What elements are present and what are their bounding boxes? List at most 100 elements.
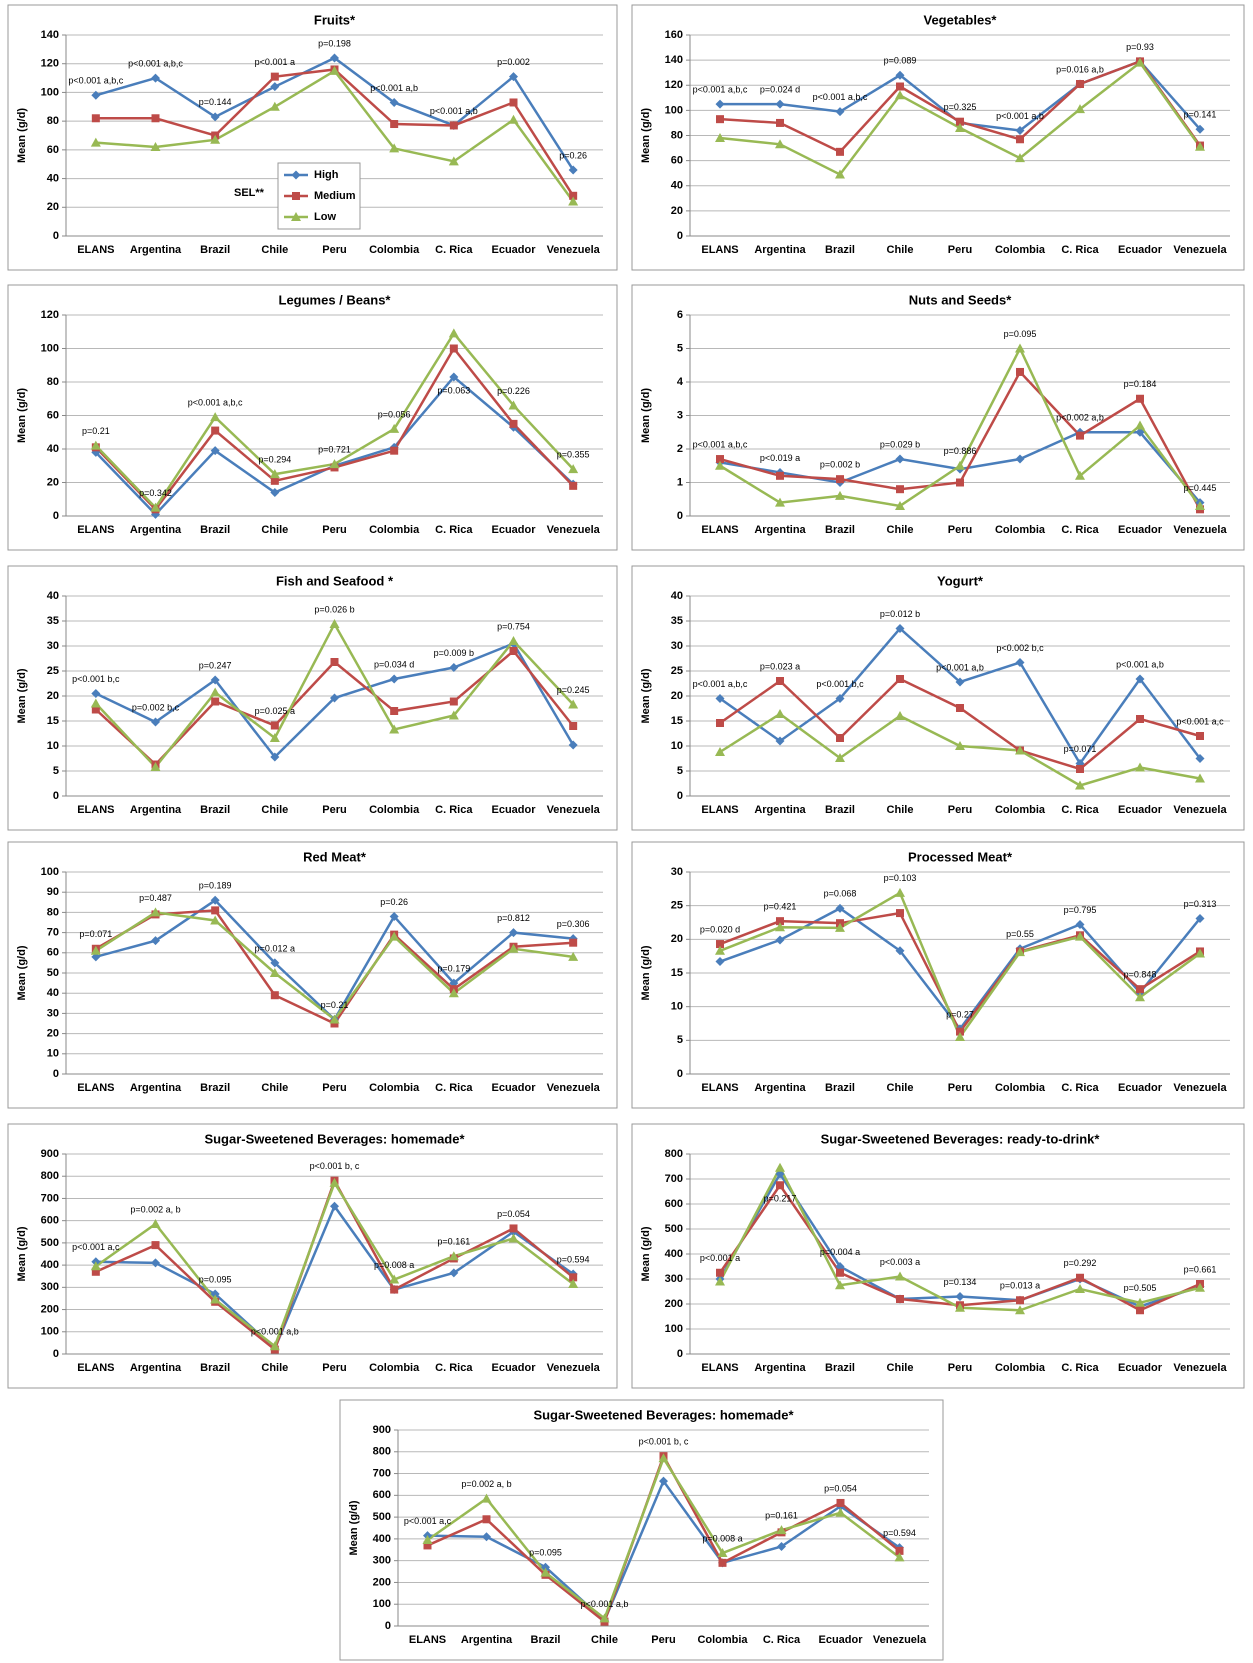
annotation: p=0.594 (557, 1254, 590, 1264)
data-point (1195, 141, 1205, 151)
data-point (330, 658, 339, 666)
y-tick-label: 100 (665, 104, 683, 116)
data-point (151, 936, 160, 946)
x-tick-label: Argentina (754, 524, 806, 536)
data-point (449, 697, 458, 706)
x-tick-label: Chile (887, 804, 914, 816)
y-tick-label: 0 (677, 790, 683, 802)
annotation: p=0.661 (1184, 1264, 1217, 1274)
data-point (956, 478, 964, 487)
chart-title: Sugar-Sweetened Beverages: homemade* (204, 1131, 465, 1146)
x-tick-label: Peru (322, 1362, 346, 1374)
y-tick-label: 700 (373, 1467, 391, 1479)
y-axis-label: Mean (g/d) (16, 668, 28, 723)
data-point (151, 73, 160, 83)
legend-title: SEL** (234, 187, 265, 199)
x-tick-label: Venezuela (1173, 524, 1227, 536)
data-point (1016, 135, 1024, 144)
x-tick-label: ELANS (77, 1362, 114, 1374)
annotation: p=0.812 (497, 913, 530, 923)
annotation: p=0.008 a (702, 1533, 742, 1543)
data-point (1195, 948, 1205, 958)
data-point (91, 90, 101, 100)
y-axis-label: Mean (g/d) (348, 1500, 360, 1555)
x-tick-label: Venezuela (873, 1634, 927, 1646)
annotation: p=0.016 a,b (1056, 64, 1104, 74)
y-tick-label: 500 (665, 1223, 683, 1235)
data-point (1015, 125, 1025, 135)
y-tick-label: 0 (677, 510, 683, 522)
data-point (659, 1476, 668, 1486)
data-point (210, 112, 220, 122)
y-tick-label: 3 (677, 409, 683, 421)
data-point (895, 500, 905, 510)
data-point (210, 1289, 220, 1299)
x-tick-label: Colombia (369, 1082, 420, 1094)
y-tick-label: 25 (671, 665, 683, 677)
data-point (389, 911, 399, 921)
y-tick-label: 300 (373, 1555, 391, 1567)
chart-title: Fruits* (314, 12, 356, 27)
y-tick-label: 20 (671, 205, 683, 217)
annotation: p=0.008 a (374, 1260, 414, 1270)
annotation: p<0.003 a (880, 1257, 920, 1267)
annotation: p<0.001 a (700, 1253, 740, 1263)
y-tick-label: 5 (677, 1034, 683, 1046)
data-point (269, 101, 280, 111)
y-tick-label: 400 (373, 1533, 391, 1545)
data-point (775, 736, 785, 746)
data-point (210, 134, 221, 144)
data-point (508, 114, 519, 124)
data-point (956, 704, 964, 712)
data-point (1075, 470, 1085, 480)
data-point (330, 693, 339, 703)
data-point (835, 753, 845, 762)
data-point (1135, 762, 1145, 772)
annotation: p=0.029 b (880, 439, 920, 449)
y-tick-label: 100 (41, 1326, 59, 1338)
data-point (91, 1267, 100, 1276)
data-point (90, 945, 101, 955)
data-point (956, 117, 964, 126)
annotation: p=0.024 d (760, 84, 800, 94)
x-tick-label: Peru (948, 1082, 972, 1094)
annotation: p=0.594 (883, 1528, 916, 1538)
y-tick-label: 40 (47, 172, 59, 184)
y-tick-label: 2 (677, 443, 683, 455)
data-point (150, 907, 161, 917)
data-point (1075, 931, 1085, 941)
y-tick-label: 50 (47, 967, 59, 979)
y-tick-label: 35 (47, 615, 59, 627)
annotation: p=0.071 (1064, 744, 1097, 754)
x-tick-label: ELANS (701, 804, 738, 816)
data-point (1136, 715, 1144, 723)
annotation: p=0.198 (318, 38, 351, 48)
y-tick-label: 500 (41, 1237, 59, 1249)
annotation: p<0.001 a,b,c (68, 76, 123, 86)
annotation: p=0.487 (139, 893, 172, 903)
data-point (1015, 343, 1025, 353)
y-tick-label: 0 (53, 790, 59, 802)
annotation: p=0.179 (437, 963, 470, 973)
x-tick-label: Chile (261, 524, 288, 536)
annotation: p<0.001 a,b (1116, 659, 1164, 669)
data-point (211, 426, 220, 435)
data-point (1075, 104, 1085, 114)
annotation: p=0.886 (944, 446, 977, 456)
y-tick-label: 5 (677, 342, 683, 354)
data-point (389, 724, 400, 734)
y-tick-label: 120 (41, 309, 59, 321)
data-point (509, 72, 518, 82)
y-tick-label: 5 (53, 765, 59, 777)
x-tick-label: Ecuador (491, 1082, 536, 1094)
data-point (568, 951, 579, 961)
data-point (955, 677, 965, 687)
data-point (389, 143, 400, 153)
chart-panel: Sugar-Sweetened Beverages: ready-to-drin… (631, 1123, 1245, 1389)
data-point (776, 677, 784, 685)
data-point (509, 98, 518, 107)
y-tick-label: 40 (47, 590, 59, 602)
data-point (716, 115, 724, 124)
data-point (895, 454, 905, 464)
data-point (448, 328, 459, 338)
